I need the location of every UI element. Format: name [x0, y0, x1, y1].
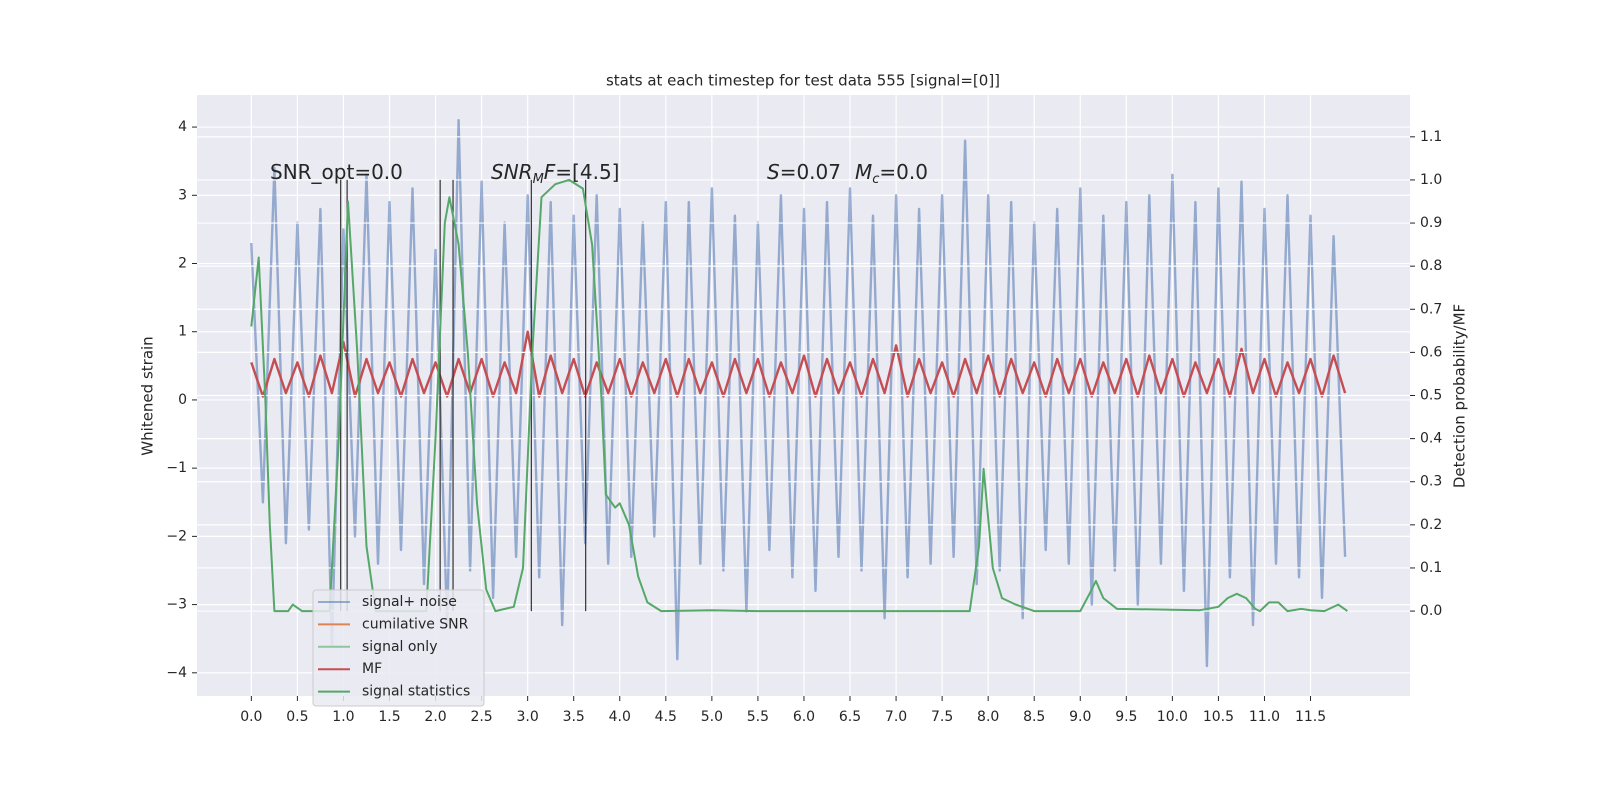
legend-label: MF: [362, 661, 382, 677]
y2-tick-label: 0.8: [1420, 258, 1442, 274]
x-tick-label: 4.0: [609, 709, 631, 725]
y2-tick-label: 0.9: [1420, 215, 1442, 231]
y2-tick-label: 0.5: [1420, 388, 1442, 404]
annotation-part: =0.0: [879, 160, 928, 184]
y-tick-label: 4: [178, 119, 187, 135]
series-line: [250, 119, 1347, 668]
y2-tick-label: 0.2: [1420, 517, 1442, 533]
annotation-part: =[4.5]: [555, 160, 619, 184]
y2-tick-label: 0.0: [1420, 603, 1442, 619]
x-tick-label: 5.5: [747, 709, 769, 725]
x-tick-label: 1.5: [378, 709, 400, 725]
x-tick-label: 6.5: [839, 709, 861, 725]
x-tick-label: 3.0: [517, 709, 539, 725]
y2-tick-label: 1.1: [1420, 129, 1442, 145]
x-tick-label: 9.5: [1115, 709, 1137, 725]
legend: [312, 589, 485, 707]
x-tick-label: 9.0: [1069, 709, 1091, 725]
x-tick-label: 4.5: [655, 709, 677, 725]
y-tick-label: 1: [178, 324, 187, 340]
x-tick-label: 11.0: [1249, 709, 1280, 725]
x-tick-label: 0.5: [286, 709, 308, 725]
chart-title: stats at each timestep for test data 555…: [606, 72, 1000, 90]
x-tick-label: 7.5: [931, 709, 953, 725]
series-line: [250, 330, 1347, 398]
y-tick-label: −4: [166, 665, 187, 681]
x-tick-label: 11.5: [1295, 709, 1326, 725]
x-tick-label: 2.5: [470, 709, 492, 725]
annotation-part: F: [544, 160, 556, 184]
y2-tick-label: 0.3: [1420, 474, 1442, 490]
x-tick-label: 10.0: [1157, 709, 1188, 725]
annotation-part: c: [872, 172, 879, 187]
x-tick-label: 8.5: [1023, 709, 1045, 725]
y-tick-label: −3: [166, 597, 187, 613]
annotation-part: M: [855, 160, 872, 184]
x-tick-label: 1.0: [332, 709, 354, 725]
x-tick-label: 2.0: [424, 709, 446, 725]
y2-tick-label: 0.1: [1420, 560, 1442, 576]
legend-label: signal statistics: [362, 684, 470, 700]
annotation-part: SNR_opt=0.0: [270, 160, 403, 184]
series-line: [250, 178, 1348, 613]
y-axis-label: Whitened strain: [139, 336, 157, 455]
x-tick-label: 5.0: [701, 709, 723, 725]
y2-axis-label: Detection probability/MF: [1451, 304, 1469, 488]
y-tick-label: 2: [178, 255, 187, 271]
y2-tick-label: 0.4: [1420, 431, 1442, 447]
x-tick-label: 8.0: [977, 709, 999, 725]
annotation-part: S: [767, 160, 780, 184]
x-tick-label: 7.0: [885, 709, 907, 725]
annotation: S=0.07 Mc=0.0: [767, 160, 928, 187]
annotation-part: M: [533, 172, 544, 187]
legend-label: signal+ noise: [362, 594, 457, 610]
y-tick-label: −2: [166, 528, 187, 544]
x-tick-label: 6.0: [793, 709, 815, 725]
y-tick-label: −1: [166, 460, 187, 476]
y2-tick-label: 0.7: [1420, 301, 1442, 317]
y-tick-label: 3: [178, 187, 187, 203]
x-tick-label: 0.0: [240, 709, 262, 725]
y-tick-label: 0: [178, 392, 187, 408]
y2-tick-label: 0.6: [1420, 344, 1442, 360]
annotation-part: =0.07: [780, 160, 841, 184]
annotation: SNRMF=[4.5]: [491, 160, 619, 187]
y2-tick-label: 1.0: [1420, 172, 1442, 188]
legend-label: cumilative SNR: [362, 616, 469, 632]
annotation: SNR_opt=0.0: [270, 160, 403, 184]
x-tick-label: 10.5: [1203, 709, 1234, 725]
annotation-part: SNR: [491, 160, 533, 184]
legend-label: signal only: [362, 639, 437, 655]
x-tick-label: 3.5: [563, 709, 585, 725]
